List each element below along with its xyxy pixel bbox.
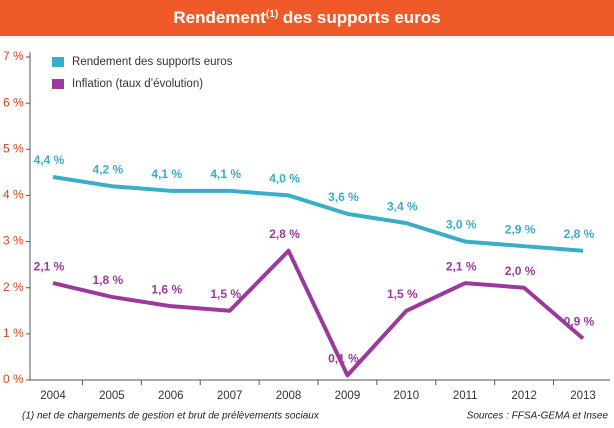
title-bar	[0, 0, 614, 36]
data-label: 1,5 %	[387, 287, 418, 301]
data-label: 1,6 %	[151, 282, 182, 296]
y-tick-label: 6 %	[3, 95, 24, 109]
x-tick-label: 2005	[99, 390, 125, 402]
source: Sources : FFSA-GEMA et Insee	[467, 411, 609, 422]
x-tick-label: 2007	[217, 390, 243, 402]
x-tick-label: 2013	[570, 390, 596, 402]
data-label: 2,1 %	[446, 259, 477, 273]
y-tick-label: 5 %	[3, 141, 24, 155]
legend-swatch	[52, 79, 64, 89]
x-tick-label: 2009	[335, 390, 361, 402]
x-tick-label: 2006	[158, 390, 184, 402]
data-label: 2,8 %	[564, 227, 595, 241]
x-tick-label: 2010	[394, 390, 420, 402]
data-label: 4,0 %	[269, 172, 300, 186]
data-label: 2,1 %	[34, 259, 65, 273]
x-tick-label: 2012	[511, 390, 537, 402]
x-tick-label: 2008	[276, 390, 302, 402]
title-text: Rendement	[173, 8, 266, 27]
data-label: 4,1 %	[210, 167, 241, 181]
y-tick-label: 2 %	[3, 280, 24, 294]
x-tick-label: 2004	[40, 390, 66, 402]
footnote: (1) net de chargements de gestion et bru…	[22, 411, 320, 422]
x-tick-label: 2011	[453, 390, 478, 402]
y-tick-label: 7 %	[3, 49, 24, 63]
legend-swatch	[52, 57, 64, 67]
data-label: 4,1 %	[151, 167, 182, 181]
y-tick-label: 0 %	[3, 372, 24, 386]
data-label: 1,8 %	[93, 273, 124, 287]
data-label: 1,5 %	[210, 287, 241, 301]
chart-title: Rendement(1) des supports euros	[173, 8, 440, 27]
title-note: (1)	[266, 9, 278, 20]
data-label: 3,4 %	[387, 199, 418, 213]
data-label: 3,6 %	[328, 190, 359, 204]
data-label: 4,2 %	[93, 162, 124, 176]
series-line	[52, 174, 584, 253]
data-label: 0,9 %	[564, 315, 595, 329]
y-tick-label: 4 %	[3, 188, 24, 202]
data-label: 2,0 %	[505, 264, 536, 278]
y-tick-label: 3 %	[3, 234, 24, 248]
data-label: 4,4 %	[34, 153, 65, 167]
data-label: 3,0 %	[446, 218, 477, 232]
legend-label: Inflation (taux d’évolution)	[72, 78, 203, 90]
series-line	[52, 248, 585, 378]
data-label: 2,9 %	[505, 222, 536, 236]
data-label: 0,1 %	[328, 352, 359, 366]
legend-label: Rendement des supports euros	[72, 56, 233, 68]
y-tick-label: 1 %	[3, 326, 24, 340]
data-label: 2,8 %	[269, 227, 300, 241]
title-text: des supports euros	[278, 8, 440, 27]
